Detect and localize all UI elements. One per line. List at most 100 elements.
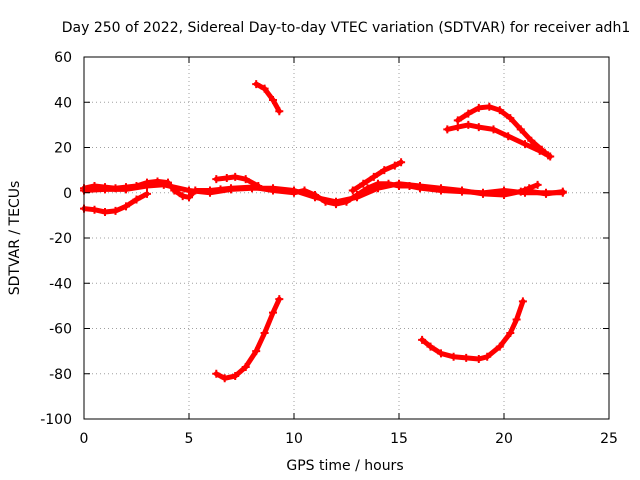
y-tick-label: 20 bbox=[54, 141, 72, 157]
data-point bbox=[525, 184, 534, 193]
data-point bbox=[369, 172, 378, 181]
data-point bbox=[506, 329, 515, 338]
data-point bbox=[495, 342, 504, 351]
data-point bbox=[483, 352, 492, 361]
data-point bbox=[479, 189, 487, 198]
data-point bbox=[516, 125, 525, 134]
data-point bbox=[521, 140, 529, 149]
x-tick-label: 0 bbox=[80, 431, 89, 447]
data-point bbox=[426, 342, 435, 351]
data-point bbox=[348, 186, 357, 195]
ticks: 0 5 10 15 20 25 -100 -80 -60 -40 -20 0 20 40 60 bbox=[40, 50, 618, 447]
data-point bbox=[332, 197, 340, 206]
data-point bbox=[512, 315, 521, 324]
data-point bbox=[474, 123, 483, 132]
data-point bbox=[489, 125, 498, 134]
y-axis-label: SDTVAR / TECUs bbox=[7, 181, 23, 296]
data-point bbox=[437, 349, 445, 358]
data-point bbox=[212, 369, 221, 378]
data-point bbox=[143, 189, 151, 198]
series-trace-near-zero-c bbox=[213, 174, 261, 189]
y-tick-label: 60 bbox=[54, 50, 72, 66]
data-point bbox=[558, 187, 567, 196]
data-point bbox=[542, 189, 550, 198]
data-point bbox=[535, 146, 544, 155]
data-point bbox=[269, 95, 277, 104]
data-point bbox=[269, 308, 277, 317]
data-point bbox=[231, 172, 240, 181]
data-point bbox=[252, 347, 261, 356]
data-point bbox=[544, 151, 553, 160]
data-point bbox=[506, 114, 515, 123]
data-point bbox=[462, 353, 471, 362]
grid bbox=[84, 57, 609, 419]
data-point bbox=[453, 116, 462, 125]
data-point bbox=[458, 186, 466, 195]
data-point bbox=[212, 175, 221, 184]
data-point bbox=[122, 202, 130, 211]
data-point bbox=[222, 174, 231, 183]
data-point bbox=[185, 186, 193, 195]
x-axis-label: GPS time / hours bbox=[286, 458, 403, 474]
data-point bbox=[248, 184, 256, 193]
x-tick-label: 20 bbox=[495, 431, 513, 447]
data-point bbox=[495, 106, 504, 115]
data-point bbox=[275, 295, 284, 304]
data-point bbox=[185, 193, 193, 202]
data-point bbox=[485, 102, 494, 111]
data-point bbox=[397, 158, 406, 167]
y-tick-label: -40 bbox=[49, 276, 72, 292]
data-point bbox=[533, 180, 542, 189]
series-trace-near-zero-b bbox=[81, 181, 566, 205]
data-point bbox=[437, 184, 445, 193]
data-point bbox=[227, 185, 235, 194]
chart-title: Day 250 of 2022, Sidereal Day-to-day VTE… bbox=[62, 20, 630, 36]
y-tick-label: 40 bbox=[54, 95, 72, 111]
data-point bbox=[453, 123, 462, 132]
data-point bbox=[464, 120, 473, 129]
data-point bbox=[311, 193, 319, 202]
series-trace-top-18-22a bbox=[455, 104, 553, 160]
data-series bbox=[80, 80, 567, 383]
data-point bbox=[159, 180, 168, 189]
data-point bbox=[390, 161, 399, 170]
data-point bbox=[252, 80, 261, 89]
data-point bbox=[111, 206, 120, 215]
data-point bbox=[101, 185, 109, 194]
data-point bbox=[178, 192, 187, 201]
data-point bbox=[101, 207, 109, 216]
x-tick-label: 15 bbox=[390, 431, 408, 447]
data-point bbox=[260, 84, 269, 93]
data-point bbox=[504, 132, 513, 141]
data-point bbox=[254, 181, 263, 190]
data-point bbox=[231, 372, 240, 381]
data-point bbox=[418, 335, 427, 344]
x-tick-label: 25 bbox=[600, 431, 618, 447]
data-point bbox=[395, 179, 403, 188]
data-point bbox=[220, 374, 229, 383]
data-point bbox=[206, 188, 214, 197]
data-point bbox=[527, 136, 536, 145]
data-point bbox=[380, 166, 389, 175]
data-point bbox=[500, 191, 508, 200]
data-point bbox=[90, 205, 99, 214]
series-trace-bottom-16-21 bbox=[419, 298, 526, 362]
data-point bbox=[464, 109, 473, 118]
y-tick-label: -80 bbox=[49, 367, 72, 383]
data-point bbox=[416, 181, 424, 190]
data-point bbox=[443, 125, 452, 134]
plot-frame bbox=[83, 56, 610, 420]
data-point bbox=[474, 103, 483, 112]
y-tick-label: -20 bbox=[49, 231, 72, 247]
data-point bbox=[474, 355, 483, 364]
y-tick-label: -100 bbox=[40, 412, 72, 428]
data-point bbox=[275, 107, 284, 116]
data-point bbox=[374, 184, 382, 193]
data-point bbox=[269, 184, 277, 193]
data-point bbox=[359, 179, 368, 188]
data-point bbox=[241, 362, 250, 371]
x-tick-label: 5 bbox=[185, 431, 194, 447]
y-tick-label: -60 bbox=[49, 322, 72, 338]
data-point bbox=[516, 187, 525, 196]
